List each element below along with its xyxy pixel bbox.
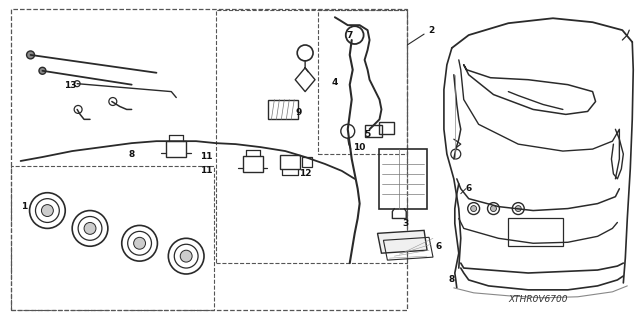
Text: 1: 1	[22, 202, 28, 211]
Text: 6: 6	[465, 184, 472, 193]
Text: XTHR0V6700: XTHR0V6700	[508, 295, 568, 304]
Text: 3: 3	[402, 219, 408, 228]
Bar	[11, 9, 407, 310]
Text: 2: 2	[428, 26, 434, 35]
Text: 4: 4	[332, 78, 338, 87]
Circle shape	[42, 204, 53, 217]
Bar	[166, 141, 186, 157]
Circle shape	[490, 205, 497, 211]
Bar	[302, 157, 312, 167]
Bar	[280, 155, 300, 169]
Bar	[380, 122, 394, 134]
Bar	[216, 10, 407, 263]
Text: 11: 11	[200, 167, 212, 175]
Bar	[318, 10, 407, 154]
Circle shape	[134, 237, 145, 249]
Circle shape	[39, 67, 46, 74]
Text: 10: 10	[353, 143, 366, 152]
Text: 11: 11	[200, 152, 212, 160]
Circle shape	[84, 222, 96, 234]
Circle shape	[470, 205, 477, 211]
Bar	[11, 166, 214, 310]
Bar	[380, 149, 427, 209]
Text: 8: 8	[449, 275, 455, 285]
Text: 8: 8	[129, 150, 135, 159]
Circle shape	[180, 250, 192, 262]
Polygon shape	[378, 230, 427, 253]
Circle shape	[27, 51, 35, 59]
Bar	[508, 219, 563, 246]
Text: 9: 9	[295, 108, 301, 117]
Text: 5: 5	[364, 130, 371, 139]
Text: 6: 6	[436, 242, 442, 251]
Text: 12: 12	[299, 169, 312, 178]
Bar	[268, 100, 298, 119]
Bar	[243, 156, 262, 172]
Text: 7: 7	[346, 31, 353, 40]
Text: 13: 13	[64, 81, 76, 90]
Circle shape	[515, 205, 521, 211]
Bar	[365, 125, 383, 137]
